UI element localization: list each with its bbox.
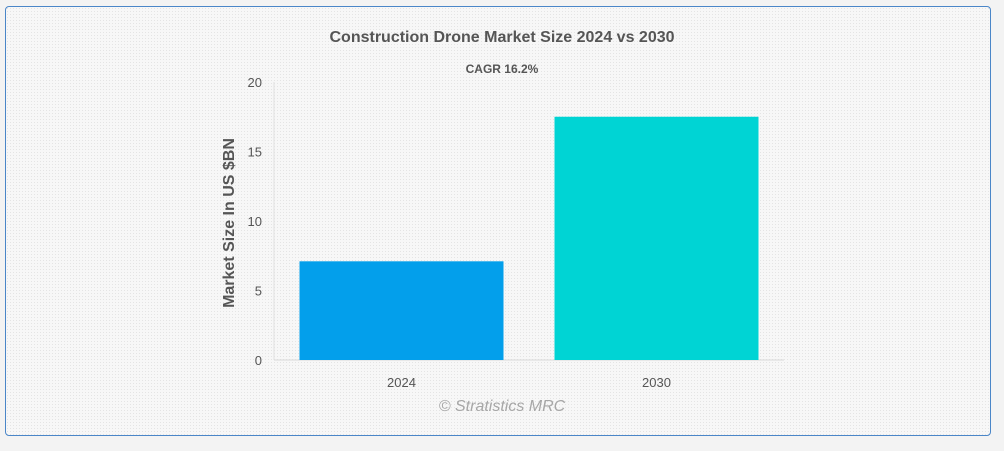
bar-2030 [554,116,759,360]
y-tick-label: 10 [248,214,262,229]
watermark: © Stratistics MRC [438,398,566,415]
chart-frame [5,6,991,436]
y-axis-ticks: 0 5 10 15 20 [248,75,262,368]
chart-subtitle: CAGR 16.2% [465,62,539,76]
x-tick-label: 2030 [642,375,671,390]
y-tick-label: 0 [255,353,262,368]
x-axis-ticks: 2024 2030 [387,375,671,390]
x-tick-label: 2024 [387,375,416,390]
y-tick-label: 5 [255,284,262,299]
y-tick-label: 20 [248,75,262,90]
bar-series [299,116,759,360]
y-tick-label: 15 [248,145,262,160]
chart-title: Construction Drone Market Size 2024 vs 2… [329,29,675,46]
y-axis-title: Market Size In US $BN [221,138,238,308]
bar-2024 [299,261,504,360]
